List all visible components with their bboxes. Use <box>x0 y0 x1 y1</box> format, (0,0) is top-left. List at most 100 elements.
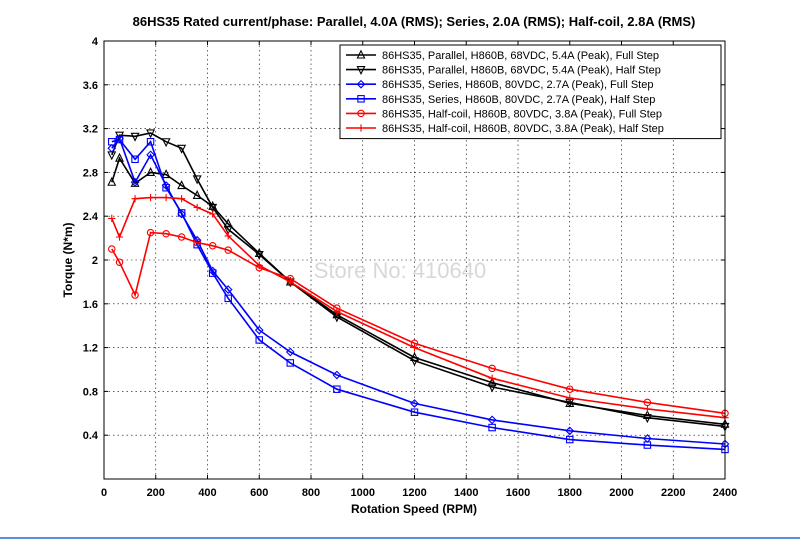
data-point <box>254 325 264 335</box>
data-point <box>162 183 170 192</box>
x-tick-label: 1600 <box>506 487 530 499</box>
x-tick-label: 600 <box>250 487 268 499</box>
series-line <box>111 138 726 451</box>
legend-label: 86HS35, Half-coil, H860B, 80VDC, 3.8A (P… <box>382 108 662 120</box>
data-point <box>255 261 263 270</box>
series-layer <box>107 129 730 454</box>
data-point <box>333 385 341 393</box>
y-tick-label: 2.8 <box>83 167 98 179</box>
data-point <box>488 374 496 382</box>
data-point <box>193 238 201 247</box>
legend-marker <box>357 95 365 103</box>
x-tick-label: 800 <box>302 487 320 499</box>
x-tick-label: 1000 <box>351 487 375 499</box>
data-point <box>333 307 341 316</box>
data-point <box>208 200 218 210</box>
data-point <box>115 134 124 143</box>
data-point <box>146 166 156 176</box>
data-point <box>108 137 116 146</box>
data-point <box>192 175 202 185</box>
data-point <box>177 233 186 241</box>
data-point <box>208 203 218 213</box>
data-point <box>643 405 651 413</box>
series-5 <box>108 228 729 418</box>
y-tick-label: 0.8 <box>83 386 98 398</box>
data-point <box>161 169 171 179</box>
data-point <box>146 137 155 146</box>
data-point <box>224 294 232 303</box>
data-point <box>130 177 140 187</box>
x-axis-label: Rotation Speed (RPM) <box>351 502 477 516</box>
legend-label: 86HS35, Half-coil, H860B, 80VDC, 3.8A (P… <box>382 123 664 135</box>
data-point <box>178 195 186 203</box>
series-1 <box>107 152 730 428</box>
x-tick-label: 2000 <box>609 487 633 499</box>
legend-item: 86HS35, Parallel, H860B, 68VDC, 5.4A (Pe… <box>346 65 661 77</box>
data-point <box>115 131 125 141</box>
data-point <box>223 225 233 235</box>
legend-marker <box>356 49 366 59</box>
legend-marker <box>357 109 365 118</box>
data-point <box>488 423 496 432</box>
data-point <box>488 364 496 373</box>
series-6 <box>108 193 729 422</box>
y-tick-label: 4 <box>92 36 99 48</box>
x-tick-label: 2400 <box>713 487 737 499</box>
data-point <box>131 195 139 203</box>
data-point <box>130 132 140 142</box>
series-line <box>111 231 726 415</box>
data-point <box>177 144 187 154</box>
x-tick-label: 200 <box>147 487 165 499</box>
series-line <box>111 196 726 419</box>
legend-label: 86HS35, Series, H860B, 80VDC, 2.7A (Peak… <box>382 94 655 106</box>
data-point <box>177 209 186 217</box>
y-tick-label: 2.4 <box>83 211 99 223</box>
legend-label: 86HS35, Parallel, H860B, 68VDC, 5.4A (Pe… <box>382 50 659 62</box>
data-point <box>115 233 124 241</box>
page-bottom-border <box>0 537 800 539</box>
y-tick-label: 3.6 <box>83 80 98 92</box>
legend-item: 86HS35, Series, H860B, 80VDC, 2.7A (Peak… <box>346 79 653 91</box>
data-point <box>332 370 342 380</box>
data-point <box>146 150 155 160</box>
data-point <box>108 214 116 222</box>
data-point <box>131 155 139 164</box>
data-point <box>286 278 294 286</box>
data-point <box>107 176 117 186</box>
data-point <box>115 135 124 144</box>
data-point <box>643 441 652 449</box>
legend: 86HS35, Parallel, H860B, 68VDC, 5.4A (Pe… <box>339 44 722 140</box>
data-point <box>224 246 232 254</box>
data-point <box>107 143 117 153</box>
data-point <box>565 426 575 436</box>
data-point <box>209 210 217 218</box>
data-point <box>224 232 232 240</box>
data-point <box>146 228 155 237</box>
legend-marker <box>356 66 366 76</box>
y-tick-label: 3.2 <box>83 124 98 136</box>
data-point <box>285 347 295 357</box>
data-point <box>208 242 217 250</box>
legend-box <box>339 44 722 140</box>
x-tick-label: 1200 <box>402 487 426 499</box>
series-line <box>111 136 726 445</box>
legend-item: 86HS35, Parallel, H860B, 68VDC, 5.4A (Pe… <box>346 49 659 62</box>
legend-item: 86HS35, Series, H860B, 80VDC, 2.7A (Peak… <box>346 94 655 106</box>
y-axis-label: Torque (N*m) <box>61 222 75 297</box>
chart-title: 86HS35 Rated current/phase: Parallel, 4.… <box>133 14 696 29</box>
y-tick-label: 0.4 <box>83 430 99 442</box>
data-point <box>410 357 419 367</box>
legend-item: 86HS35, Half-coil, H860B, 80VDC, 3.8A (P… <box>346 123 664 135</box>
ticks: 0 200 400 600 800 1000 1200 1400 1600 1800 2000 220… <box>83 36 738 499</box>
data-point <box>115 152 125 162</box>
y-tick-label: 1.6 <box>83 299 98 311</box>
legend-label: 86HS35, Series, H860B, 80VDC, 2.7A (Peak… <box>382 79 653 91</box>
data-point <box>410 399 419 408</box>
data-point <box>108 245 116 253</box>
data-point <box>131 291 139 299</box>
data-point <box>115 258 124 266</box>
data-point <box>487 415 497 425</box>
data-point <box>146 129 156 139</box>
x-tick-label: 400 <box>198 487 216 499</box>
